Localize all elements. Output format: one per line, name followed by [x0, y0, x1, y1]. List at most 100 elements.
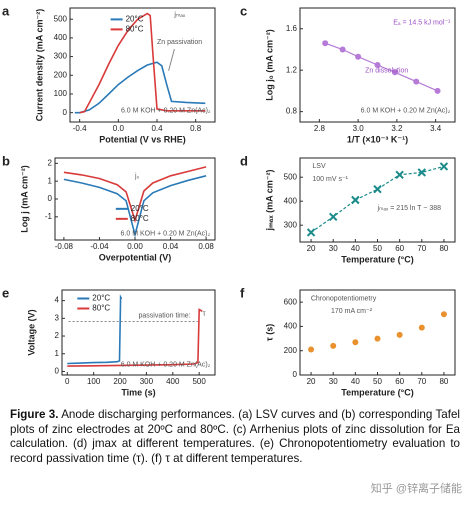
marker — [391, 69, 398, 76]
plot-frame — [54, 157, 216, 241]
plot-frame — [299, 7, 456, 123]
y-tick-label: 1.6 — [286, 24, 298, 33]
x-tick-label: -0.04 — [90, 242, 109, 251]
panel-label: a — [2, 3, 10, 18]
annotation: Zn dissolution — [365, 68, 408, 75]
x-tick-label: 100 — [87, 377, 101, 386]
x-tick-label: 0.04 — [163, 242, 179, 251]
x-axis-label: Temperature (°C) — [341, 387, 413, 397]
data-line — [67, 308, 203, 367]
x-tick-label: 2.8 — [314, 124, 326, 133]
legend-label: 20°C — [126, 15, 144, 24]
marker — [417, 168, 426, 177]
y-axis-label: jₘₐₓ (mA cm⁻²) — [264, 169, 274, 231]
y-tick-label: 1 — [48, 176, 53, 185]
watermark: 知乎 @锌离子储能 — [370, 483, 462, 495]
marker — [374, 62, 381, 68]
annotation: 6.0 M KOH + 0.20 M Zn(Ac)₂ — [121, 107, 211, 114]
y-tick-label: 2 — [48, 158, 53, 167]
marker — [395, 170, 404, 180]
data-line — [79, 12, 206, 114]
y-tick-label: 400 — [284, 196, 298, 205]
y-tick-label: 200 — [284, 346, 298, 355]
y-tick-label: 0 — [55, 367, 60, 376]
marker — [339, 46, 346, 53]
y-tick-label: 4 — [55, 296, 60, 305]
y-tick-label: 400 — [284, 322, 298, 331]
annotation: jₘₐₓ — [173, 12, 186, 19]
annotation: τ — [203, 311, 206, 318]
panel-label: f — [240, 285, 245, 300]
x-tick-label: 3.2 — [391, 124, 403, 133]
x-tick-label: 400 — [166, 377, 180, 386]
marker — [352, 339, 359, 346]
annotation: Chronopotentiometry — [311, 295, 377, 302]
y-axis-label: Current density (mA cm⁻²) — [34, 9, 44, 121]
x-tick-label: 30 — [329, 244, 338, 253]
y-tick-label: 1.2 — [286, 65, 298, 74]
y-tick-label: 200 — [54, 70, 68, 79]
x-tick-label: -0.4 — [73, 124, 87, 133]
x-tick-label: 70 — [417, 244, 426, 253]
annotation: Zn passivation — [157, 39, 202, 46]
x-tick-label: 30 — [329, 377, 338, 386]
annotation: Eₐ = 14.5 kJ mol⁻¹ — [393, 20, 451, 27]
x-tick-label: 0.0 — [113, 124, 125, 133]
y-tick-label: 0.8 — [286, 107, 298, 116]
y-tick-label: 0 — [63, 108, 68, 117]
y-tick-label: 100 — [54, 89, 68, 98]
x-tick-label: 50 — [373, 244, 382, 253]
plot-frame — [299, 157, 456, 243]
x-tick-label: 60 — [395, 377, 404, 386]
y-tick-label: 400 — [54, 33, 68, 42]
marker — [413, 78, 420, 85]
x-tick-label: 60 — [395, 244, 404, 253]
y-tick-label: 600 — [284, 297, 298, 306]
x-axis-label: Temperature (°C) — [341, 254, 413, 264]
x-tick-label: 0.00 — [127, 242, 143, 251]
marker — [330, 342, 337, 349]
marker — [439, 162, 449, 171]
marker — [396, 331, 403, 338]
data-line — [63, 166, 207, 224]
annotation: jₘₐₓ = 215 ln T − 388 — [377, 205, 442, 212]
panel-label: c — [240, 3, 247, 18]
x-tick-label: -0.08 — [55, 242, 74, 251]
marker — [418, 324, 425, 331]
y-tick-label: 3 — [55, 313, 60, 322]
x-axis-label: Overpotential (V) — [99, 252, 172, 262]
y-tick-label: -1 — [45, 212, 53, 221]
legend-label: 20°C — [131, 204, 149, 213]
data-line — [74, 61, 206, 114]
x-axis-label: Potential (V vs RHE) — [99, 134, 186, 144]
x-tick-label: 0.8 — [190, 124, 202, 133]
x-axis-label: 1/T (×10⁻³ K⁻¹) — [347, 134, 408, 144]
y-tick-label: 0 — [48, 194, 53, 203]
y-axis-label: τ (s) — [264, 324, 274, 342]
x-tick-label: 3.0 — [353, 124, 365, 133]
x-axis-label: Time (s) — [121, 387, 155, 397]
marker — [440, 311, 447, 318]
marker — [373, 184, 382, 194]
annotation-arrow — [168, 48, 175, 71]
marker — [351, 195, 360, 205]
annotation: 100 mV s⁻¹ — [312, 176, 348, 183]
annotation: passivation time: — [139, 312, 191, 319]
x-tick-label: 200 — [113, 377, 127, 386]
y-axis-label: Log j (mA cm⁻²) — [19, 165, 29, 232]
marker — [306, 228, 316, 237]
x-tick-label: 0.4 — [151, 124, 163, 133]
x-tick-label: 80 — [439, 244, 448, 253]
marker — [434, 87, 441, 94]
y-tick-label: 300 — [284, 220, 298, 229]
figure: a-0.4 0.0 0.4 0.80100200300400500Potential … — [2, 3, 456, 397]
annotation: LSV — [312, 163, 326, 170]
caption: Figure 3. Anode discharging performances… — [10, 408, 460, 466]
x-tick-label: 40 — [351, 377, 360, 386]
y-axis-label: Log j₀ (mA cm⁻²) — [264, 29, 274, 100]
annotation: j₀ — [134, 173, 140, 180]
caption-text: Anode discharging performances. (a) LSV … — [10, 408, 460, 465]
annotation: 6.0 M KOH + 0.20 M Zn(Ac)₂ — [121, 230, 211, 237]
x-tick-label: 0.08 — [198, 242, 214, 251]
